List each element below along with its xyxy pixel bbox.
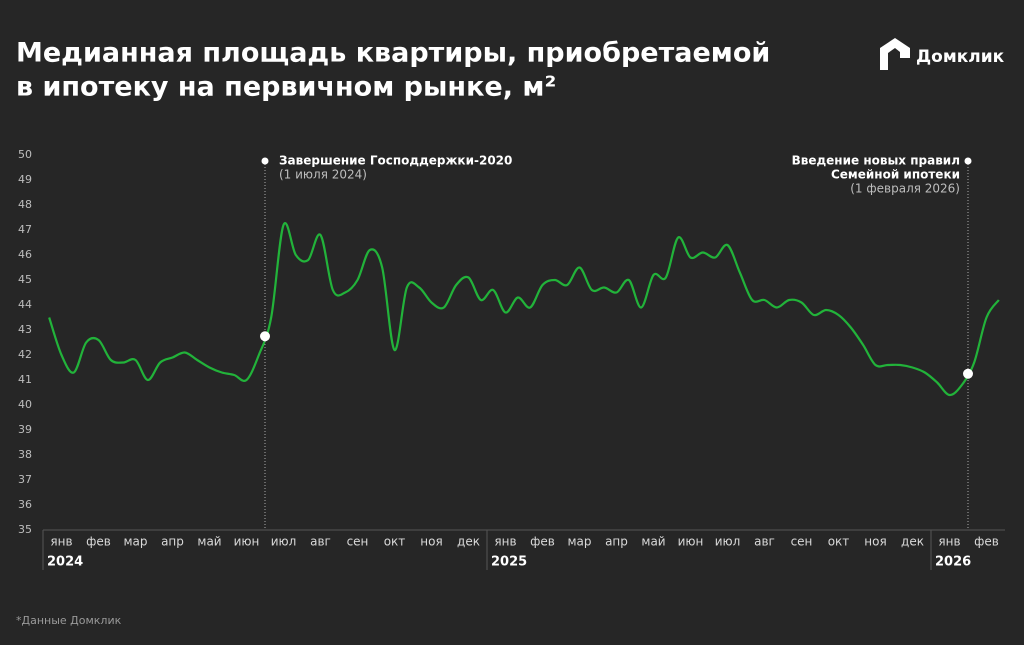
x-tick-label: ноя <box>420 535 442 549</box>
annotation-title: Введение новых правил <box>792 154 960 168</box>
x-tick-label: апр <box>605 535 628 549</box>
brand: Домклик <box>916 47 1005 67</box>
y-tick-label: 43 <box>18 323 32 336</box>
y-tick-label: 35 <box>18 523 32 536</box>
x-tick-label: фев <box>530 535 555 549</box>
annotation-note: (1 февраля 2026) <box>850 182 960 196</box>
event-marker <box>260 331 270 342</box>
x-tick-label: авг <box>310 535 331 549</box>
x-tick-label: мар <box>123 535 147 549</box>
y-tick-label: 40 <box>18 398 32 411</box>
x-tick-label: июл <box>271 535 297 549</box>
x-tick-label: июн <box>678 535 704 549</box>
x-tick-label: апр <box>161 535 184 549</box>
x-tick-label: фев <box>974 535 999 549</box>
y-tick-label: 49 <box>18 173 32 186</box>
y-tick-label: 36 <box>18 498 32 511</box>
y-tick-label: 44 <box>18 298 32 311</box>
x-tick-label: сен <box>347 535 369 549</box>
y-tick-label: 45 <box>18 273 32 286</box>
year-label: 2024 <box>47 555 83 570</box>
y-tick-label: 47 <box>18 223 32 236</box>
logo: Домклик <box>880 38 1005 70</box>
annotation-title: Семейной ипотеки <box>831 168 960 182</box>
logo-icon <box>880 38 910 70</box>
y-tick-label: 38 <box>18 448 32 461</box>
x-tick-label: сен <box>791 535 813 549</box>
y-tick-label: 41 <box>18 373 32 386</box>
x-tick-label: ноя <box>864 535 886 549</box>
y-tick-label: 42 <box>18 348 32 361</box>
x-tick-label: май <box>641 535 665 549</box>
x-tick-label: янв <box>494 535 516 549</box>
y-tick-label: 46 <box>18 248 32 261</box>
x-tick-label: июл <box>715 535 741 549</box>
chart-title: в ипотеку на первичном рынке, м² <box>16 72 556 103</box>
y-tick-label: 39 <box>18 423 32 436</box>
annotation-dot <box>261 157 269 165</box>
x-tick-label: фев <box>86 535 111 549</box>
line <box>48 221 1000 397</box>
y-tick-label: 48 <box>18 198 32 211</box>
x-tick-label: окт <box>828 535 850 549</box>
x-tick-label: мар <box>567 535 591 549</box>
year-label: 2025 <box>491 555 527 570</box>
x-tick-label: окт <box>384 535 406 549</box>
x-tick-label: май <box>197 535 221 549</box>
annotation-dot <box>964 157 972 165</box>
x-tick-label: авг <box>754 535 775 549</box>
chart-title: Медианная площадь квартиры, приобретаемо… <box>16 38 770 69</box>
annotation-note: (1 июля 2024) <box>279 168 367 182</box>
year-label: 2026 <box>935 555 971 570</box>
footnote: *Данные Домклик <box>16 614 122 627</box>
event-marker <box>963 368 973 379</box>
x-tick-label: дек <box>901 535 924 549</box>
x-tick-label: июн <box>234 535 260 549</box>
x-tick-label: янв <box>938 535 960 549</box>
y-tick-label: 50 <box>18 148 32 161</box>
x-tick-label: янв <box>50 535 72 549</box>
annotation-title: Завершение Господдержки-2020 <box>279 154 512 168</box>
y-tick-label: 37 <box>18 473 32 486</box>
x-tick-label: дек <box>457 535 480 549</box>
